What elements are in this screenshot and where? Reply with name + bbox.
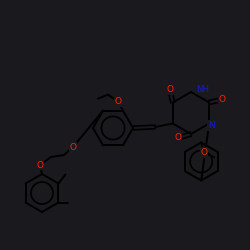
Text: O: O	[201, 148, 208, 157]
Text: O: O	[219, 95, 226, 104]
Text: O: O	[114, 97, 121, 106]
Text: N: N	[208, 121, 214, 130]
Text: NH: NH	[196, 84, 209, 94]
Text: O: O	[166, 85, 173, 94]
Text: O: O	[70, 142, 76, 152]
Text: O: O	[36, 160, 44, 170]
Text: O: O	[174, 134, 182, 142]
